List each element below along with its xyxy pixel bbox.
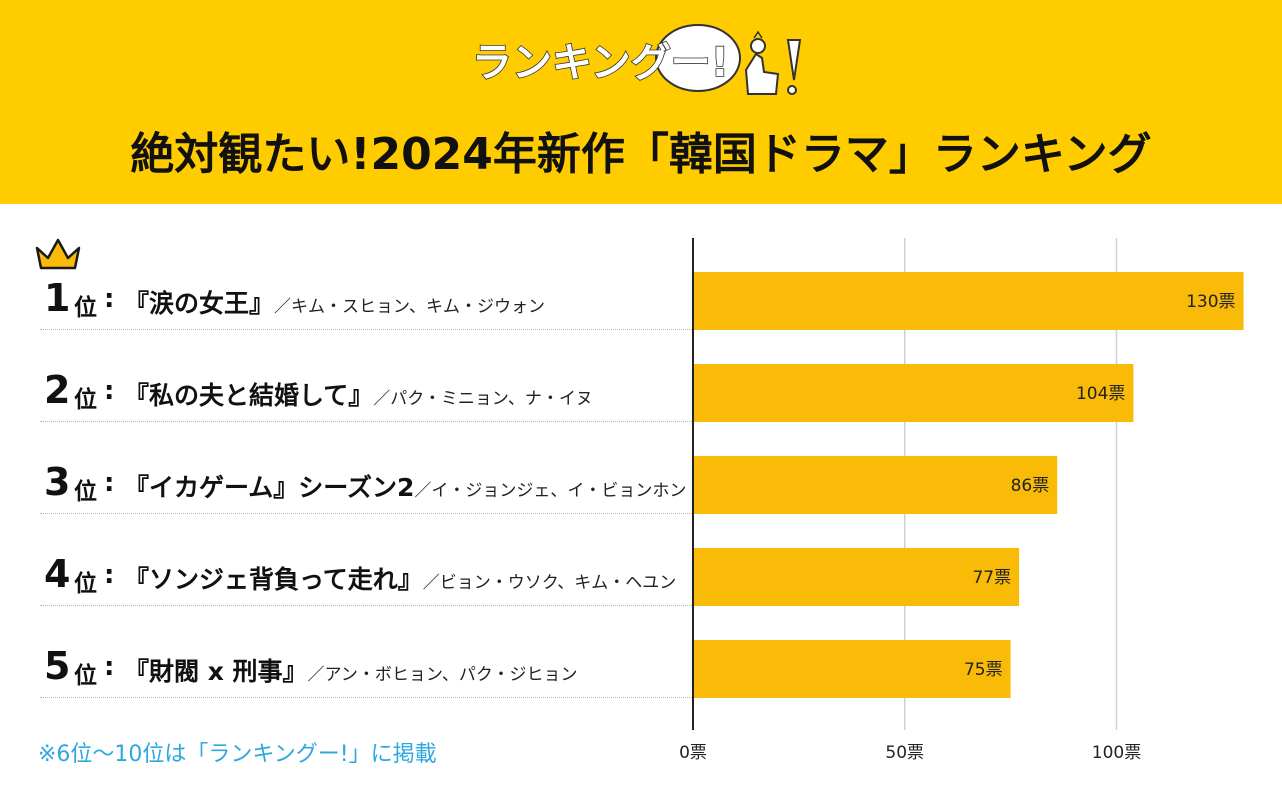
- ranking-row-4: 4 位 : 『ソンジェ背負って走れ』／ビョン・ウソク、キム・ヘユン: [40, 546, 692, 606]
- bar: [693, 548, 1020, 606]
- rank-number: 5: [44, 644, 71, 688]
- exclamation-icon: [786, 39, 802, 81]
- drama-title: 『涙の女王』: [124, 289, 275, 318]
- rank-suffix: 位: [74, 663, 97, 689]
- ranking-row-1: 1 位 : 『涙の女王』／キム・スヒョン、キム・ジウォン: [40, 270, 692, 330]
- rank-suffix: 位: [74, 571, 97, 597]
- logo-text: ランキングー!: [472, 40, 729, 86]
- bar: [693, 272, 1244, 330]
- drama-title: 『財閥 x 刑事』: [124, 657, 308, 686]
- page-title: 絶対観たい!2024年新作「韓国ドラマ」ランキング: [130, 129, 1152, 180]
- bar-value-label: 130票: [1186, 292, 1235, 312]
- ranking-goo-logo: ランキングー!: [471, 24, 802, 95]
- footnote: ※6位〜10位は「ランキングー!」に掲載: [38, 742, 437, 767]
- bar: [693, 640, 1011, 698]
- drama-cast: ／イ・ジョンジェ、イ・ビョンホン: [414, 481, 687, 501]
- ranking-row-5: 5 位 : 『財閥 x 刑事』／アン・ボヒョン、パク・ジヒョン: [40, 638, 692, 698]
- rank-colon: :: [104, 284, 115, 314]
- ranking-row-3: 3 位 : 『イカゲーム』シーズン2／イ・ジョンジェ、イ・ビョンホン: [40, 454, 692, 514]
- drama-title: 『ソンジェ背負って走れ』: [124, 565, 423, 594]
- rank-number: 2: [44, 368, 71, 412]
- rank-colon: :: [104, 560, 115, 590]
- drama-cast: ／アン・ボヒョン、パク・ジヒョン: [307, 665, 578, 685]
- bar: [693, 456, 1058, 514]
- drama-cast: ／キム・スヒョン、キム・ジウォン: [274, 297, 545, 317]
- rank-suffix: 位: [74, 479, 97, 505]
- rank-suffix: 位: [74, 387, 97, 413]
- header-banner: ランキングー! 絶対観たい!2024年新作「韓国ドラマ」ランキング: [0, 0, 1282, 204]
- rank-suffix: 位: [74, 295, 97, 321]
- x-tick-label: 100票: [1092, 743, 1141, 763]
- drama-cast: ／ビョン・ウソク、キム・ヘユン: [422, 573, 677, 593]
- bar-value-label: 86票: [1011, 476, 1050, 496]
- crown-icon: [35, 238, 81, 270]
- drama-title: 『イカゲーム』シーズン2: [124, 473, 415, 502]
- rank-number: 4: [44, 552, 71, 596]
- thumbs-up-bird-icon: [744, 30, 780, 95]
- bar-value-label: 75票: [964, 660, 1003, 680]
- ranking-row-2: 2 位 : 『私の夫と結婚して』／パク・ミニョン、ナ・イヌ: [40, 362, 692, 422]
- rank-number: 1: [44, 276, 71, 320]
- bar: [693, 364, 1134, 422]
- rank-colon: :: [104, 468, 115, 498]
- bar-value-label: 104票: [1076, 384, 1125, 404]
- x-tick-label: 0票: [679, 743, 707, 763]
- drama-cast: ／パク・ミニョン、ナ・イヌ: [373, 389, 593, 409]
- bar-value-label: 77票: [972, 568, 1011, 588]
- rank-number: 3: [44, 460, 71, 504]
- drama-title: 『私の夫と結婚して』: [124, 381, 374, 410]
- x-tick-label: 50票: [885, 743, 924, 763]
- rank-colon: :: [104, 376, 115, 406]
- rank-colon: :: [104, 652, 115, 682]
